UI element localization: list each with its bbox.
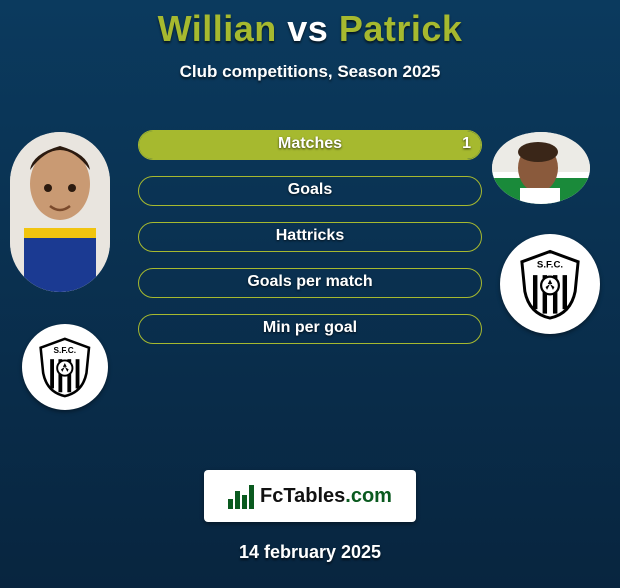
player2-club-badge: S.F.C. bbox=[500, 234, 600, 334]
stat-bar: Min per goal bbox=[138, 314, 482, 344]
brand-prefix: FcTables bbox=[260, 485, 345, 507]
player1-avatar bbox=[10, 132, 110, 292]
svg-text:S.F.C.: S.F.C. bbox=[54, 346, 77, 355]
subtitle: Club competitions, Season 2025 bbox=[0, 62, 620, 82]
date-label: 14 february 2025 bbox=[0, 542, 620, 563]
stat-value-p2: 1 bbox=[462, 135, 471, 153]
brand-suffix: .com bbox=[345, 485, 392, 507]
stat-bar: Goals per match bbox=[138, 268, 482, 298]
player1-avatar-icon bbox=[10, 132, 110, 292]
content-area: S.F.C. S.F.C. Matches1GoalsHatt bbox=[0, 122, 620, 422]
stat-label: Min per goal bbox=[139, 319, 481, 337]
svg-text:S.F.C.: S.F.C. bbox=[537, 260, 563, 271]
stat-label: Goals bbox=[139, 181, 481, 199]
stat-bar: Hattricks bbox=[138, 222, 482, 252]
stat-bar: Goals bbox=[138, 176, 482, 206]
comparison-title: Willian vs Patrick bbox=[0, 8, 620, 50]
player2-name: Patrick bbox=[339, 8, 463, 49]
vs-label: vs bbox=[287, 8, 328, 49]
stat-bars: Matches1 Goals Hattricks Goals per match Min… bbox=[138, 130, 482, 360]
player2-avatar-icon bbox=[492, 132, 590, 204]
santos-fc-crest-icon: S.F.C. bbox=[33, 335, 97, 399]
bar-chart-icon bbox=[228, 483, 254, 509]
player2-avatar bbox=[492, 132, 590, 204]
source-logo: FcTables.com bbox=[204, 470, 416, 522]
stat-bar: Matches1 bbox=[138, 130, 482, 160]
player1-name: Willian bbox=[158, 8, 277, 49]
player1-club-badge: S.F.C. bbox=[22, 324, 108, 410]
brand-text: FcTables.com bbox=[260, 485, 392, 508]
stat-label: Hattricks bbox=[139, 227, 481, 245]
santos-fc-crest-icon: S.F.C. bbox=[513, 247, 587, 321]
stat-label: Goals per match bbox=[139, 273, 481, 291]
stat-label: Matches bbox=[139, 135, 481, 153]
